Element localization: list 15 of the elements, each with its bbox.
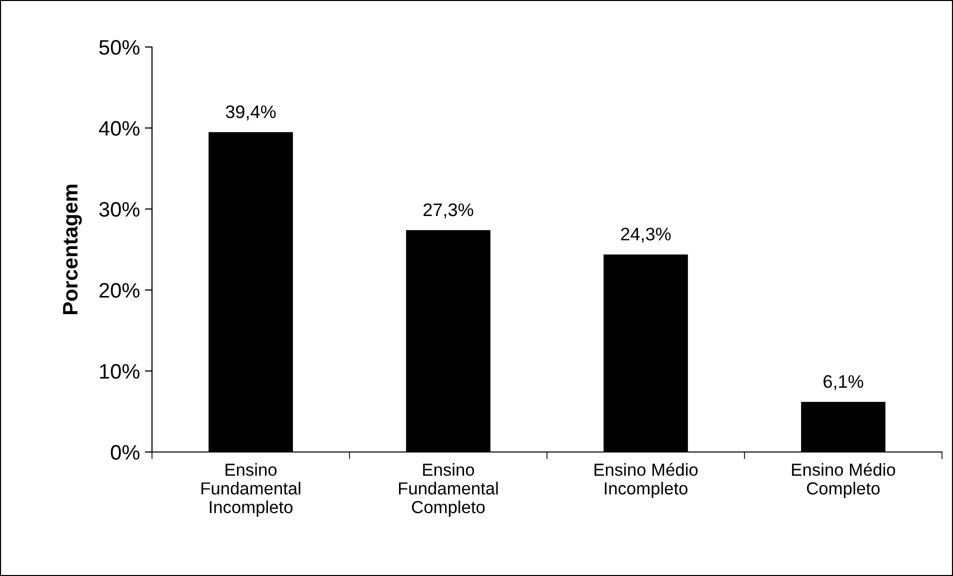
data-label: 6,1% (824, 375, 864, 390)
data-label: 24,3% (621, 228, 671, 243)
y-tick-label: 10% (100, 364, 140, 379)
y-tick-label: 40% (98, 121, 140, 136)
y-tick-label: 0% (110, 445, 140, 460)
y-tick-label: 20% (100, 283, 140, 298)
data-label: 27,3% (424, 203, 474, 218)
y-tick-label: 50% (99, 40, 140, 55)
y-axis-title: Porcentagem (63, 184, 82, 314)
x-tick-label: Ensino Fundamental Incompleto (202, 463, 300, 517)
x-tick-label: Ensino Médio Incompleto (594, 462, 698, 498)
y-tick-label: 30% (99, 202, 140, 217)
data-label: 39,4% (226, 105, 276, 120)
x-tick-label: Ensino Fundamental Completo (399, 463, 498, 517)
x-tick-label: Ensino Médio Completo (792, 462, 896, 498)
